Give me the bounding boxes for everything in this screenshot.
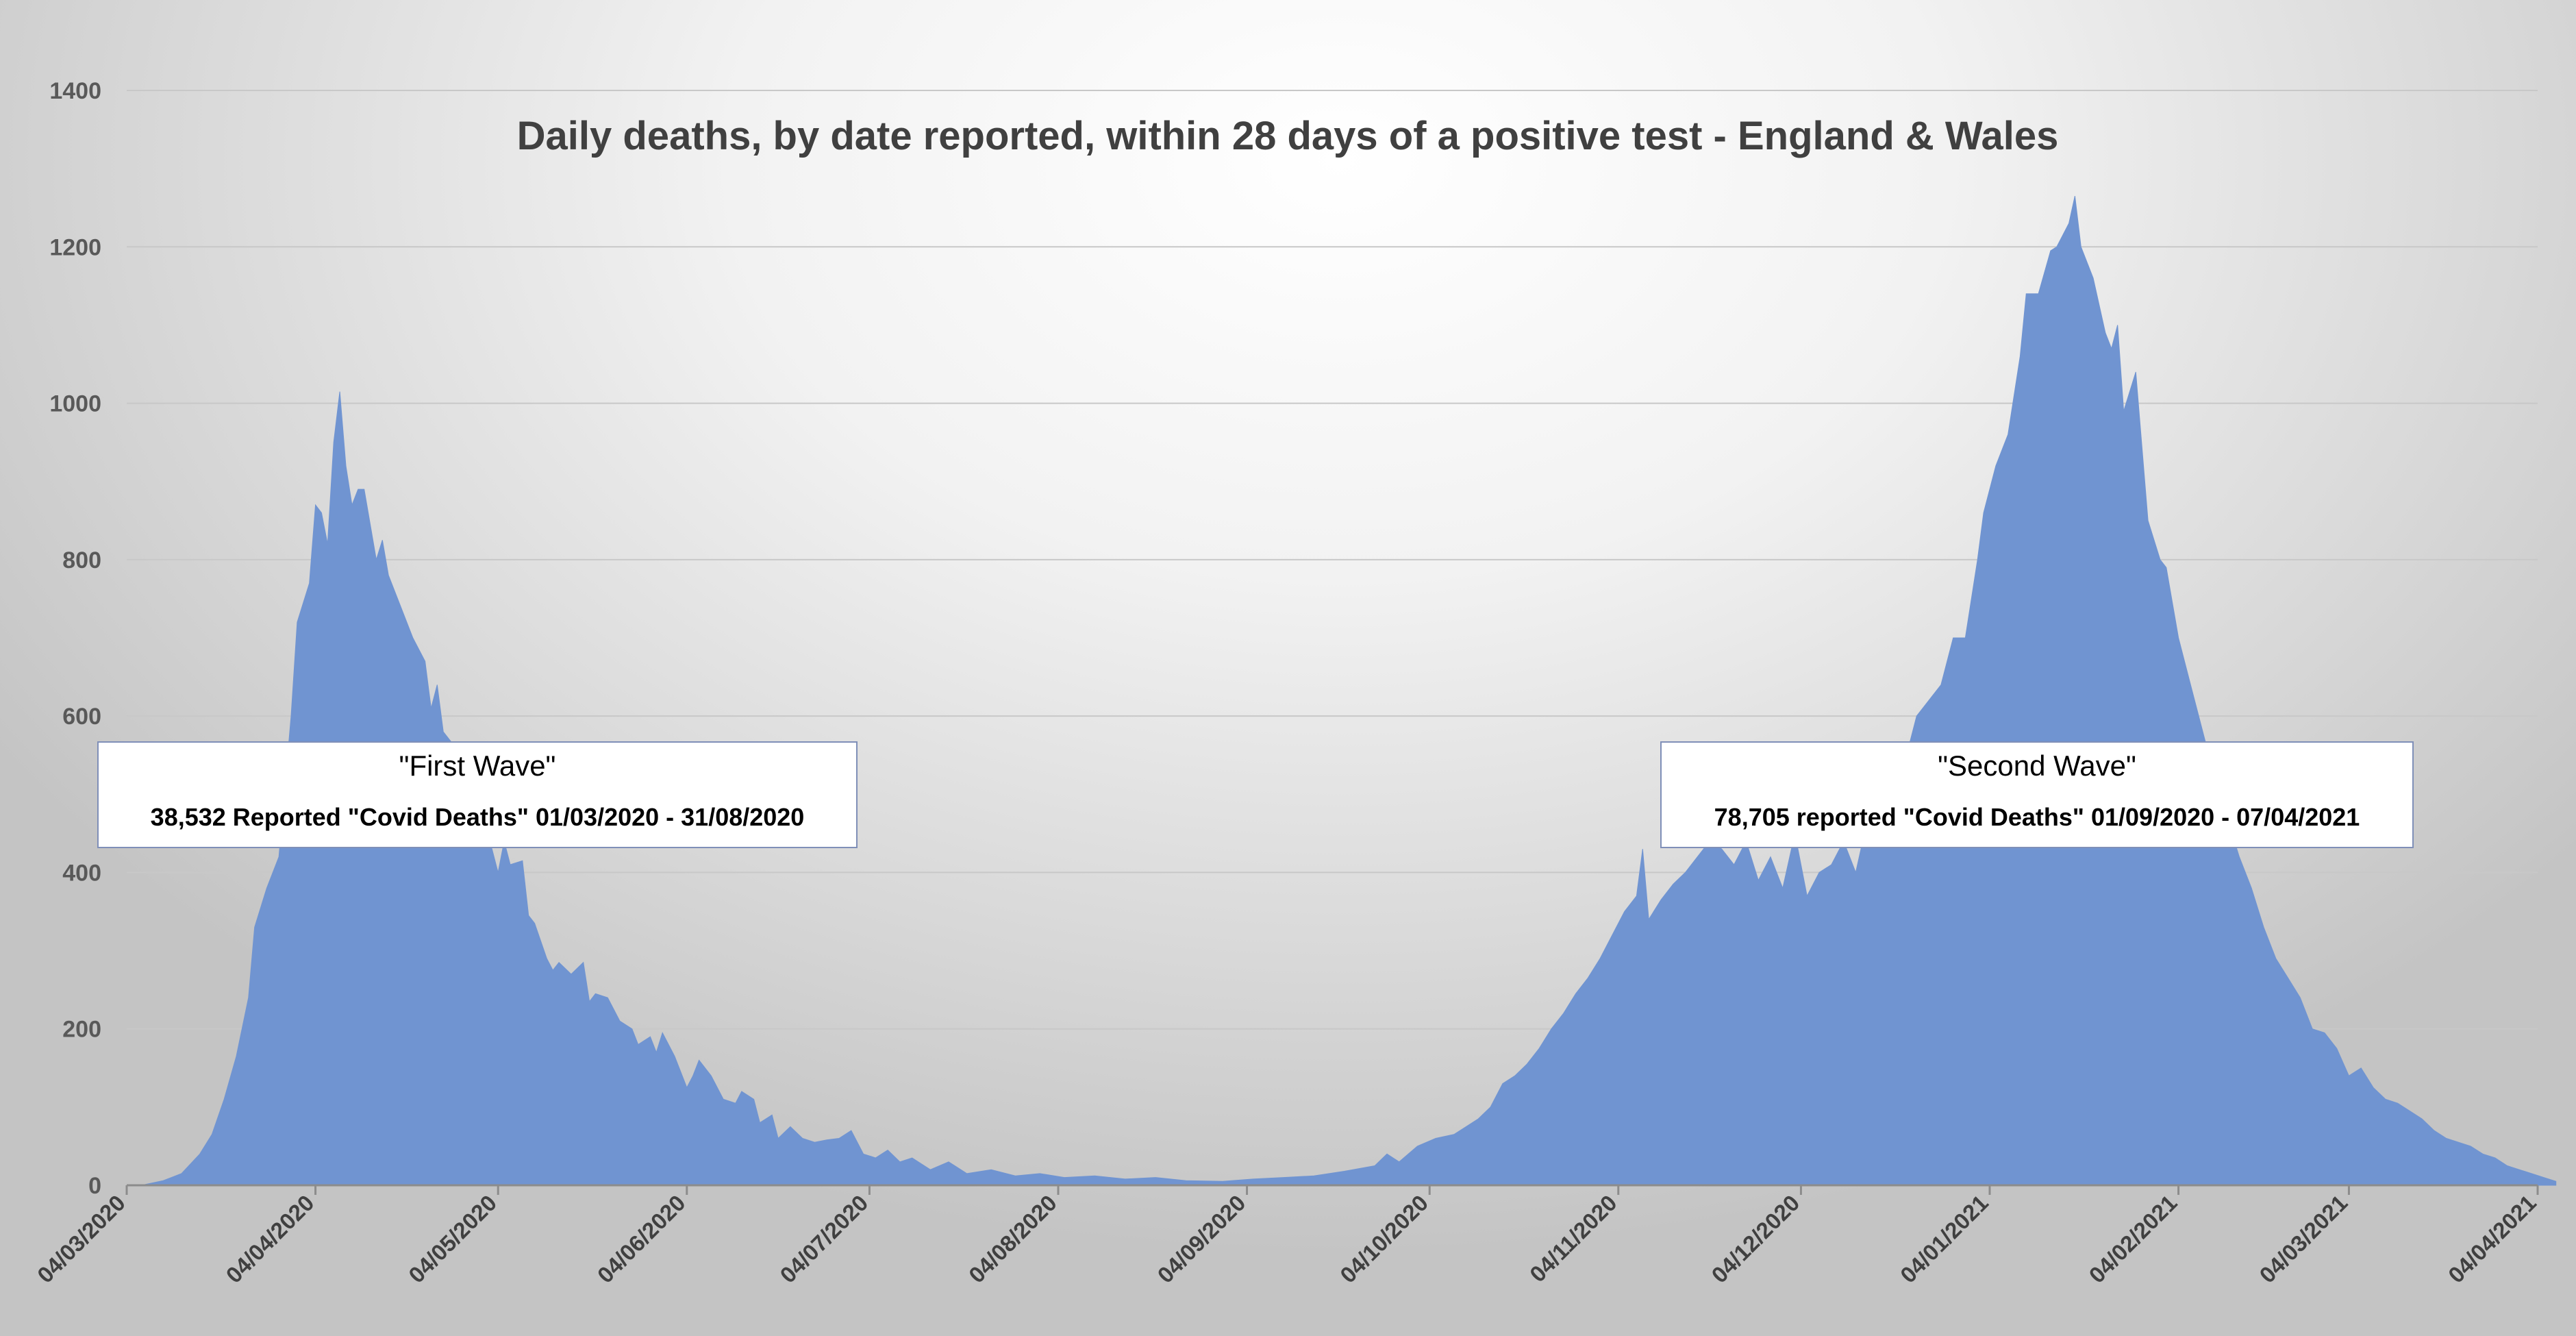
- first-wave-annotation: "First Wave" 38,532 Reported "Covid Deat…: [97, 741, 858, 848]
- series-layer: [126, 195, 2557, 1186]
- x-tick-label: 04/12/2020: [1706, 1190, 1804, 1288]
- x-tick-label: 04/09/2020: [1153, 1190, 1251, 1288]
- x-tick-labels: 04/03/2020 04/04/2020 04/05/2020 04/06/2020…: [32, 1190, 2541, 1288]
- x-tick-label: 04/04/2020: [221, 1190, 319, 1288]
- second-wave-title: "Second Wave": [1938, 750, 2136, 782]
- daily-deaths-area: [126, 195, 2557, 1186]
- x-tick-label: 04/10/2020: [1335, 1190, 1433, 1288]
- y-tick-label: 200: [62, 1017, 101, 1043]
- x-tick-label: 04/02/2021: [2084, 1190, 2182, 1288]
- y-tick-label: 600: [62, 704, 101, 730]
- y-tick-label: 0: [88, 1173, 101, 1199]
- x-tick-label: 04/01/2021: [1895, 1190, 1993, 1288]
- gridlines: [127, 90, 2538, 1030]
- axes: [125, 1184, 2539, 1195]
- y-tick-label: 1000: [49, 391, 101, 417]
- x-tick-label: 04/03/2021: [2254, 1190, 2352, 1288]
- x-tick-label: 04/11/2020: [1525, 1190, 1622, 1287]
- second-wave-text: 78,705 reported "Covid Deaths" 01/09/202…: [1714, 803, 2360, 831]
- y-tick-label: 1200: [49, 234, 101, 260]
- x-tick-label: 04/05/2020: [403, 1190, 501, 1288]
- second-wave-annotation: "Second Wave" 78,705 reported "Covid Dea…: [1660, 741, 2414, 848]
- y-tick-label: 1400: [49, 78, 101, 104]
- x-tick-label: 04/07/2020: [775, 1190, 873, 1288]
- first-wave-text: 38,532 Reported "Covid Deaths" 01/03/202…: [150, 803, 805, 831]
- x-tick-label: 04/08/2020: [964, 1190, 1062, 1288]
- y-tick-label: 800: [62, 547, 101, 573]
- first-wave-title: "First Wave": [399, 750, 556, 782]
- x-tick-label: 04/04/2021: [2443, 1190, 2541, 1288]
- y-tick-labels: 0 200 400 600 800 1000 1200 1400: [49, 78, 101, 1199]
- y-tick-label: 400: [62, 860, 101, 886]
- x-tick-label: 04/06/2020: [592, 1190, 690, 1288]
- x-tick-label: 04/03/2020: [32, 1190, 130, 1288]
- chart-title: Daily deaths, by date reported, within 2…: [517, 114, 2059, 158]
